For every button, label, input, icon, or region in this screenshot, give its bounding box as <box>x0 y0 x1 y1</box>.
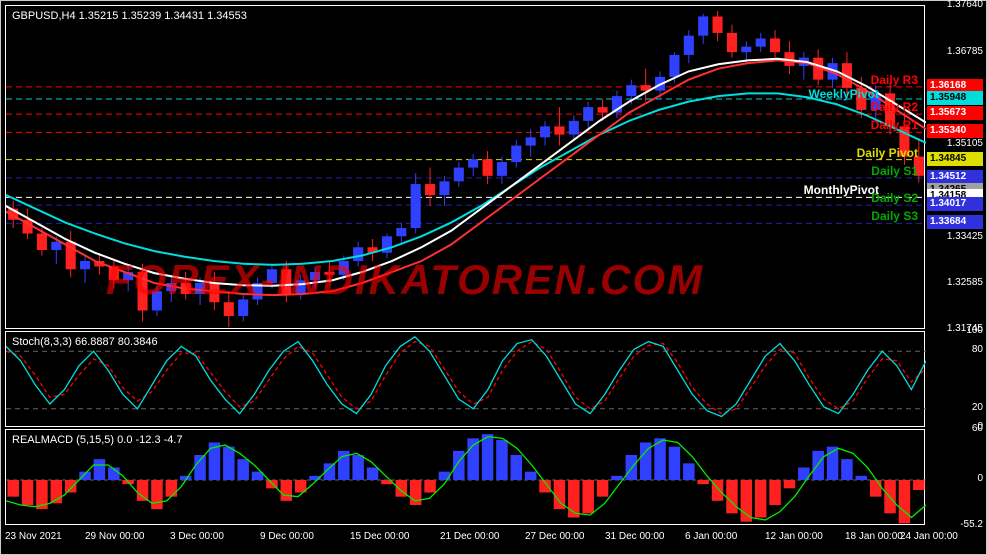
y-tick: 80 <box>972 344 983 355</box>
y-tick: 1.35105 <box>947 138 983 149</box>
pivot-label: WeeklyPivot <box>809 87 879 101</box>
y-tick: 1.32585 <box>947 277 983 288</box>
pivot-label: Daily S3 <box>871 209 918 223</box>
y-tick: -55.2 <box>960 519 983 530</box>
watermark: FOREX-INDIKATOREN.COM <box>106 256 704 304</box>
x-tick: 31 Dec 00:00 <box>605 531 665 542</box>
stochastic-panel[interactable]: Stoch(8,3,3) 66.8887 80.3846 <box>5 331 925 427</box>
y-tick: 100 <box>966 325 983 336</box>
pivot-label: MonthlyPivot <box>804 183 879 197</box>
x-tick: 24 Jan 00:00 <box>900 531 958 542</box>
x-tick: 29 Nov 00:00 <box>85 531 145 542</box>
x-tick: 18 Jan 00:00 <box>845 531 903 542</box>
trading-chart: GBPUSD,H4 1.35215 1.35239 1.34431 1.3455… <box>0 0 987 555</box>
price-tag: 1.34845 <box>927 152 983 166</box>
price-tag: 1.34512 <box>927 170 983 184</box>
pivot-label: Daily R1 <box>871 118 918 132</box>
stoch-title: Stoch(8,3,3) 66.8887 80.3846 <box>12 336 158 348</box>
x-tick: 12 Jan 00:00 <box>765 531 823 542</box>
y-tick: 20 <box>972 402 983 413</box>
x-tick: 21 Dec 00:00 <box>440 531 500 542</box>
pivot-label: Daily Pivot <box>857 146 918 160</box>
x-tick: 6 Jan 00:00 <box>685 531 737 542</box>
macd-y-axis: 600-55.2 <box>927 429 985 525</box>
y-tick: 1.37640 <box>947 0 983 10</box>
price-tag: 1.34017 <box>927 197 983 211</box>
price-tag: 1.35948 <box>927 91 983 105</box>
time-x-axis: 23 Nov 2021 29 Nov 00:00 3 Dec 00:00 9 Dec … <box>5 527 925 551</box>
macd-title: REALMACD (5,15,5) 0.0 -12.3 -4.7 <box>12 434 183 446</box>
y-tick: 60 <box>972 423 983 434</box>
pivot-label: Daily S2 <box>871 191 918 205</box>
y-tick: 0 <box>977 473 983 484</box>
x-tick: 27 Dec 00:00 <box>525 531 585 542</box>
stoch-y-axis: 10080200 <box>927 331 985 427</box>
y-tick: 1.36785 <box>947 46 983 57</box>
price-panel[interactable]: GBPUSD,H4 1.35215 1.35239 1.34431 1.3455… <box>5 5 925 329</box>
price-tag: 1.35340 <box>927 124 983 138</box>
x-tick: 15 Dec 00:00 <box>350 531 410 542</box>
price-tag: 1.35673 <box>927 106 983 120</box>
pivot-label: Daily R2 <box>871 100 918 114</box>
x-tick: 23 Nov 2021 <box>5 531 62 542</box>
y-tick: 1.33425 <box>947 231 983 242</box>
chart-title: GBPUSD,H4 1.35215 1.35239 1.34431 1.3455… <box>12 10 247 22</box>
x-tick: 3 Dec 00:00 <box>170 531 224 542</box>
pivot-label: Daily S1 <box>871 164 918 178</box>
price-y-axis: 1.376401.367851.351051.334251.325851.317… <box>927 5 985 329</box>
pivot-label: Daily R3 <box>871 73 918 87</box>
macd-panel[interactable]: REALMACD (5,15,5) 0.0 -12.3 -4.7 <box>5 429 925 525</box>
price-tag: 1.33684 <box>927 215 983 229</box>
x-tick: 9 Dec 00:00 <box>260 531 314 542</box>
